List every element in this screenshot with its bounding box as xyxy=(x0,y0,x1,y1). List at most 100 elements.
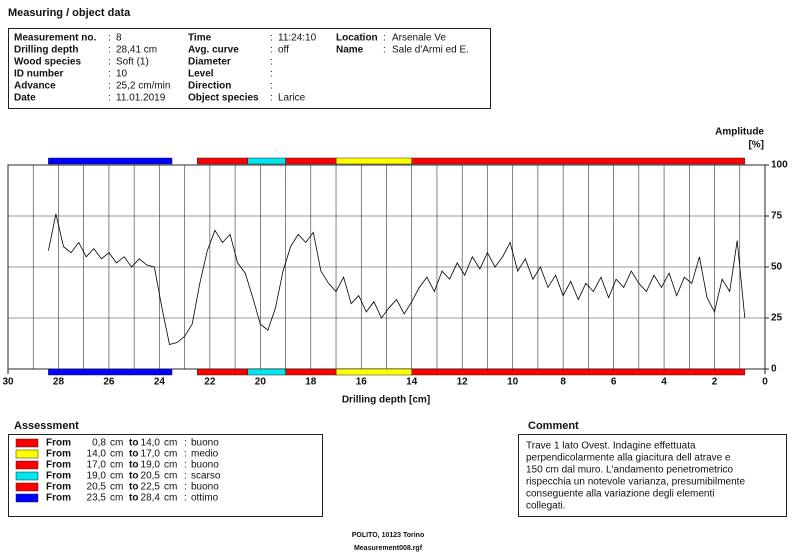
x-tick-label: 18 xyxy=(305,377,317,388)
header-box xyxy=(8,28,491,109)
field-label: Avg. curve xyxy=(188,45,239,56)
x-tick-label: 4 xyxy=(661,377,667,388)
field-colon: : xyxy=(108,93,111,104)
field-label: Wood species xyxy=(14,57,81,68)
colon: : xyxy=(184,493,187,504)
from-word: From xyxy=(46,471,71,482)
comment-line: 150 cm dal muro. L'andamento penetrometr… xyxy=(526,465,733,476)
field-label: Level xyxy=(188,69,214,80)
assessment-band xyxy=(48,368,173,376)
from-value: 0,8 xyxy=(92,438,106,449)
comment-box xyxy=(518,434,787,517)
header-title: Measuring / object data xyxy=(8,7,131,19)
colon: : xyxy=(184,482,187,493)
x-tick-label: 28 xyxy=(53,377,65,388)
field-label: Date xyxy=(14,93,36,104)
x-tick-label: 20 xyxy=(255,377,267,388)
assessment-band xyxy=(335,157,412,165)
x-tick-label: 24 xyxy=(154,377,166,388)
unit: cm xyxy=(110,471,123,482)
field-colon: : xyxy=(108,33,111,44)
from-word: From xyxy=(46,493,71,504)
field-label: Direction xyxy=(188,81,231,92)
from-word: From xyxy=(46,460,71,471)
assessment-box xyxy=(8,434,323,517)
field-value: Larice xyxy=(278,93,306,104)
unit: cm xyxy=(110,438,123,449)
x-tick-label: 22 xyxy=(204,377,216,388)
field-label: Drilling depth xyxy=(14,45,78,56)
unit: cm xyxy=(110,449,123,460)
field-label: Measurement no. xyxy=(14,33,96,44)
comment-line: rispecchia un notevole varianza, presumi… xyxy=(526,477,745,488)
from-value: 19,0 xyxy=(87,471,107,482)
comment-line: collegati. xyxy=(526,501,565,512)
colon: : xyxy=(184,460,187,471)
to-value: 14,0 xyxy=(141,438,161,449)
unit: cm xyxy=(164,438,177,449)
y-axis-label: Amplitude xyxy=(715,127,764,138)
from-value: 23,5 xyxy=(87,493,107,504)
comment-title: Comment xyxy=(528,420,579,432)
unit: cm xyxy=(110,460,123,471)
to-value: 22,5 xyxy=(141,482,161,493)
unit: cm xyxy=(164,493,177,504)
x-tick-label: 8 xyxy=(560,377,566,388)
x-tick-label: 6 xyxy=(611,377,617,388)
assessment-band xyxy=(285,157,337,165)
to-word: to xyxy=(129,460,138,471)
x-tick-label: 14 xyxy=(406,377,418,388)
y-axis-unit: [%] xyxy=(748,140,764,151)
field-value: 25,2 cm/min xyxy=(116,81,170,92)
field-colon: : xyxy=(108,69,111,80)
to-value: 17,0 xyxy=(141,449,161,460)
to-value: 20,5 xyxy=(141,471,161,482)
footer-line: POLITO, 10123 Torino xyxy=(352,532,424,539)
assessment-swatch xyxy=(15,438,39,448)
unit: cm xyxy=(110,482,123,493)
colon: : xyxy=(184,449,187,460)
to-word: to xyxy=(129,438,138,449)
x-tick-label: 16 xyxy=(356,377,368,388)
unit: cm xyxy=(164,449,177,460)
to-word: to xyxy=(129,482,138,493)
assessment-title: Assessment xyxy=(14,420,79,432)
unit: cm xyxy=(110,493,123,504)
rating: buono xyxy=(191,460,219,471)
y-tick-label: 50 xyxy=(771,262,783,273)
to-word: to xyxy=(129,471,138,482)
assessment-band xyxy=(48,157,173,165)
field-colon: : xyxy=(270,81,273,92)
field-colon: : xyxy=(270,33,273,44)
from-value: 14,0 xyxy=(87,449,107,460)
colon: : xyxy=(184,438,187,449)
x-tick-label: 30 xyxy=(2,377,14,388)
field-value: 11.01.2019 xyxy=(116,93,166,104)
field-value: Sale d'Armi ed E. xyxy=(392,45,469,56)
field-value: 11:24:10 xyxy=(278,33,317,44)
rating: medio xyxy=(191,449,219,460)
from-value: 20,5 xyxy=(87,482,107,493)
field-colon: : xyxy=(270,93,273,104)
field-value: off xyxy=(278,45,289,56)
field-colon: : xyxy=(383,33,386,44)
x-tick-label: 26 xyxy=(103,377,115,388)
assessment-band xyxy=(335,368,412,376)
assessment-band xyxy=(285,368,337,376)
assessment-band xyxy=(197,157,248,165)
to-word: to xyxy=(129,449,138,460)
footer-line: Measurement008.rgf xyxy=(354,545,423,552)
field-label: ID number xyxy=(14,69,64,80)
comment-line: perpendicolarmente alla giacitura dell a… xyxy=(526,453,731,464)
from-word: From xyxy=(46,482,71,493)
field-value: 8 xyxy=(116,33,122,44)
x-axis-label: Drilling depth [cm] xyxy=(342,395,430,406)
assessment-band xyxy=(411,157,746,165)
field-colon: : xyxy=(108,57,111,68)
field-colon: : xyxy=(108,45,111,56)
field-value: 10 xyxy=(116,69,128,80)
field-colon: : xyxy=(270,69,273,80)
rating: ottimo xyxy=(191,493,219,504)
assessment-band xyxy=(247,368,286,376)
